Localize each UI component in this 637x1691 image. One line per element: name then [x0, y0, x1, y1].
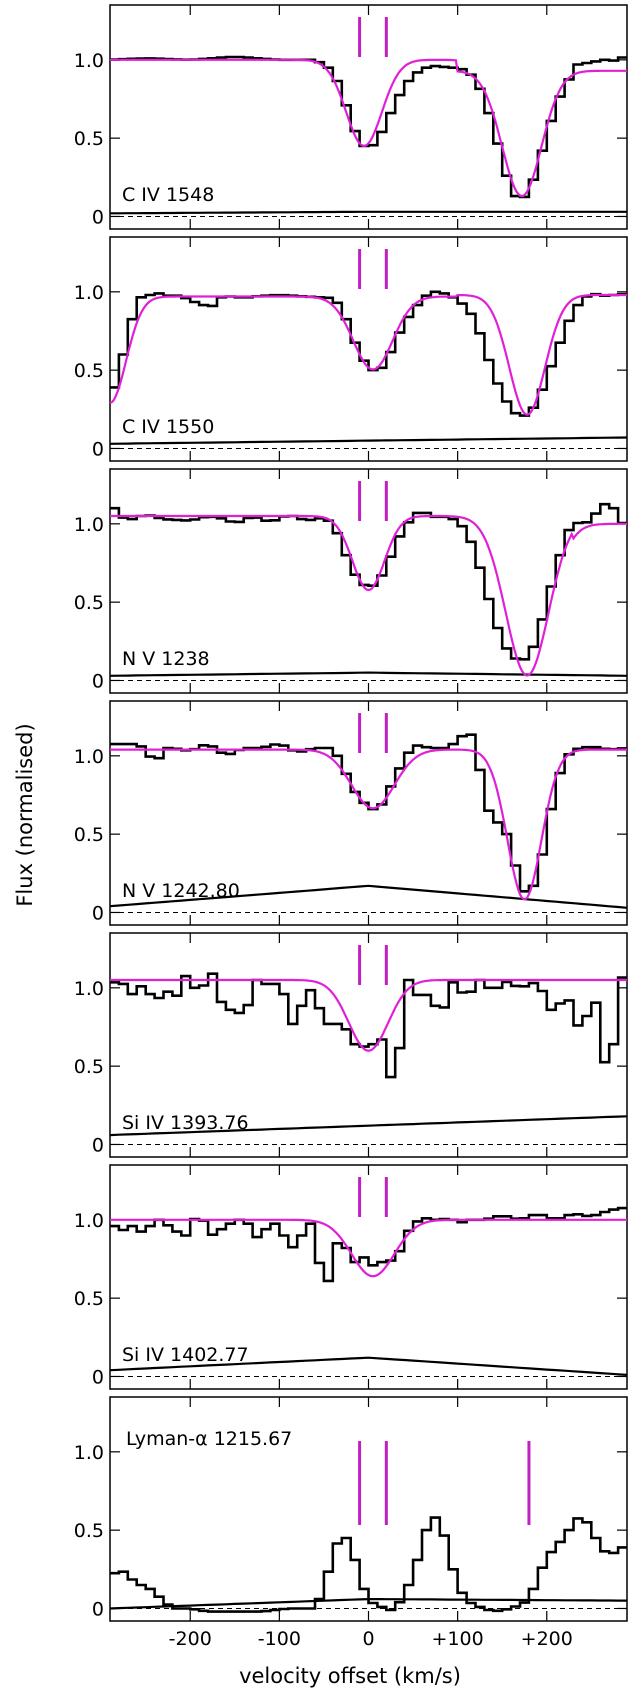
- panel-1: 0 0.5 1.0 C IV 1548: [74, 4, 628, 230]
- panel-2: 0 0.5 1.0 C IV 1550: [74, 236, 628, 462]
- y-tick-label: 1.0: [74, 282, 104, 304]
- y-tick-label: 1.0: [74, 746, 104, 768]
- model-fit-line: [110, 58, 627, 198]
- panel-6: 0 0.5 1.0 Si IV 1402.77: [74, 1164, 628, 1390]
- model-fit-line: [110, 514, 627, 677]
- error-spectrum-line: [109, 436, 628, 445]
- panels-group: 0 0.5 1.0 C IV 1548 0 0.5 1.0 C IV 1550 0 0.5 1.0 N…: [74, 4, 628, 1650]
- flux-data-line: [110, 55, 627, 199]
- error-spectrum-line: [109, 1115, 628, 1137]
- y-tick-label: 0.5: [74, 128, 104, 150]
- panel-5: 0 0.5 1.0 Si IV 1393.76: [74, 932, 628, 1158]
- x-tick-label: +100: [432, 1628, 484, 1650]
- y-tick-label: 1.0: [74, 514, 104, 536]
- y-tick-label: 0: [92, 1366, 104, 1388]
- y-tick-label: 0.5: [74, 1520, 104, 1542]
- transition-label: N V 1242.80: [122, 880, 240, 902]
- x-tick-label: -200: [169, 1628, 212, 1650]
- x-tick-label: 0: [362, 1628, 374, 1650]
- flux-data-line: [110, 290, 627, 417]
- transition-label: Si IV 1402.77: [122, 1344, 249, 1366]
- y-tick-label: 0.5: [74, 1288, 104, 1310]
- y-tick-label: 0: [92, 1598, 104, 1620]
- error-spectrum-line: [110, 210, 627, 215]
- x-tick-label: +200: [521, 1628, 573, 1650]
- transition-label: N V 1238: [122, 648, 210, 670]
- y-tick-label: 0: [92, 670, 104, 692]
- y-tick-label: 0.5: [74, 824, 104, 846]
- y-tick-label: 1.0: [74, 50, 104, 72]
- panel-3: 0 0.5 1.0 N V 1238: [74, 468, 628, 694]
- transition-label: Lyman-α 1215.67: [126, 1428, 292, 1450]
- error-spectrum-line: [109, 1598, 627, 1610]
- y-tick-label: 0.5: [74, 1056, 104, 1078]
- model-fit-line: [110, 978, 627, 1052]
- model-fit-line: [110, 748, 627, 901]
- y-tick-label: 0.5: [74, 592, 104, 614]
- model-fit-line: [109, 293, 627, 416]
- y-tick-label: 1.0: [74, 1210, 104, 1232]
- y-tick-label: 1.0: [74, 1442, 104, 1464]
- y-tick-label: 0: [92, 902, 104, 924]
- x-tick-label: -100: [258, 1628, 301, 1650]
- error-spectrum-line: [109, 884, 628, 909]
- y-axis-label: Flux (normalised): [13, 723, 37, 906]
- y-tick-label: 0: [92, 438, 104, 460]
- flux-data-line: [110, 502, 627, 661]
- y-tick-label: 1.0: [74, 978, 104, 1000]
- flux-data-line: [110, 1516, 627, 1613]
- error-spectrum-line: [109, 1356, 628, 1376]
- y-tick-label: 0: [92, 1134, 104, 1156]
- transition-label: C IV 1550: [122, 416, 214, 438]
- x-axis-label: velocity offset (km/s): [239, 1664, 461, 1688]
- transition-label: C IV 1548: [122, 184, 214, 206]
- error-spectrum-line: [109, 671, 628, 677]
- panel-7: 0 0.5 1.0 Lyman-α 1215.67 -200 -100 0 +100 +200: [74, 1396, 628, 1650]
- flux-data-line: [110, 972, 627, 1079]
- model-fit-line: [110, 1218, 627, 1278]
- panel-4: 0 0.5 1.0 N V 1242.80: [74, 700, 628, 926]
- y-tick-label: 0.5: [74, 360, 104, 382]
- y-tick-label: 0: [92, 206, 104, 228]
- flux-data-line: [110, 733, 627, 893]
- transition-label: Si IV 1393.76: [122, 1112, 249, 1134]
